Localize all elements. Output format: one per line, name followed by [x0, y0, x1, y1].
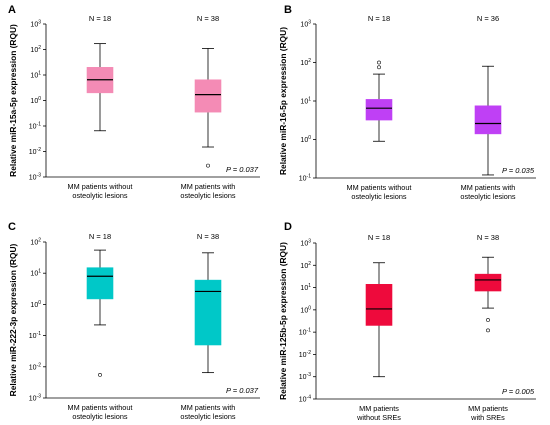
y-tick-label: 100 [300, 305, 311, 314]
chart-panel-d: D Relative miR-125b-5p expression (RQU) 10… [278, 221, 536, 422]
iqr-box [365, 99, 393, 121]
y-tick-label: 10-2 [299, 350, 311, 359]
y-tick-label: 102 [30, 45, 41, 54]
outlier-point [486, 318, 490, 322]
outlier-point [377, 65, 381, 70]
panel-letter: A [8, 4, 16, 16]
category-label: osteolytic lesions [351, 192, 407, 201]
category-label: MM patients with [181, 182, 236, 191]
n-label: N = 18 [89, 14, 111, 23]
y-tick-label: 102 [30, 238, 41, 247]
n-label: N = 36 [477, 14, 499, 23]
category-label: MM patients without [68, 182, 133, 191]
iqr-box [194, 79, 222, 113]
y-tick-label: 100 [30, 300, 41, 309]
y-axis-label: Relative miR-125b-5p expression (RQU) [278, 242, 288, 400]
chart-panel-c: C Relative miR-222-3p expression (RQU) 102… [8, 221, 260, 421]
p-value: P = 0.037 [226, 165, 259, 174]
n-label: N = 38 [197, 14, 219, 23]
y-tick-label: 102 [300, 261, 311, 270]
n-label: N = 38 [477, 233, 499, 242]
y-tick-label: 10-2 [29, 362, 41, 371]
y-tick-label: 100 [300, 135, 311, 144]
category-label: osteolytic lesions [72, 412, 128, 421]
chart-panel-b: B Relative miR-16-5p expression (RQU) 103 1… [278, 4, 536, 201]
category-label: with SREs [470, 413, 505, 422]
y-tick-label: 10-2 [29, 147, 41, 156]
y-tick-label: 10-3 [29, 173, 41, 182]
panel-letter: B [284, 4, 292, 16]
panel-letter: C [8, 221, 16, 233]
category-label: MM patients [359, 404, 399, 413]
y-tick-label: 10-1 [299, 174, 311, 183]
y-tick-label: 10-1 [29, 122, 41, 131]
iqr-box [474, 105, 502, 135]
n-label: N = 18 [368, 233, 390, 242]
category-label: MM patients without [347, 183, 412, 192]
category-label: MM patients without [68, 403, 133, 412]
y-tick-label: 102 [300, 58, 311, 67]
iqr-box [86, 267, 114, 300]
category-label: osteolytic lesions [180, 412, 236, 421]
y-tick-label: 101 [300, 97, 311, 106]
y-tick-label: 10-1 [299, 328, 311, 337]
y-tick-label: 103 [300, 20, 311, 29]
outlier-point [206, 163, 210, 168]
outlier-point [377, 60, 381, 65]
iqr-box [365, 284, 393, 326]
p-value: P = 0.005 [502, 387, 535, 396]
y-tick-label: 10-3 [29, 394, 41, 403]
iqr-box [474, 273, 502, 292]
category-label: osteolytic lesions [460, 192, 516, 201]
p-value: P = 0.037 [226, 386, 259, 395]
y-tick-label: 103 [30, 20, 41, 29]
category-label: MM patients with [181, 403, 236, 412]
y-tick-label: 10-4 [299, 395, 311, 404]
y-tick-label: 10-1 [29, 331, 41, 340]
category-label: MM patients [468, 404, 508, 413]
category-label: osteolytic lesions [180, 191, 236, 200]
n-label: N = 18 [89, 232, 111, 241]
y-tick-label: 101 [300, 283, 311, 292]
y-tick-label: 100 [30, 96, 41, 105]
outlier-point [486, 328, 490, 333]
y-tick-label: 103 [300, 239, 311, 248]
n-label: N = 38 [197, 232, 219, 241]
y-tick-label: 10-3 [299, 372, 311, 381]
category-label: without SREs [356, 413, 401, 422]
category-label: MM patients with [461, 183, 516, 192]
chart-panel-a: A Relative miR-15a-5p expression (RQU) 103… [8, 4, 260, 200]
category-label: osteolytic lesions [72, 191, 128, 200]
y-axis-label: Relative miR-16-5p expression (RQU) [278, 27, 288, 175]
n-label: N = 18 [368, 14, 390, 23]
y-axis-label: Relative miR-15a-5p expression (RQU) [8, 24, 18, 177]
y-axis-label: Relative miR-222-3p expression (RQU) [8, 243, 18, 396]
y-tick-label: 101 [30, 71, 41, 80]
iqr-box [194, 279, 222, 346]
panel-letter: D [284, 221, 292, 233]
p-value: P = 0.035 [502, 166, 535, 175]
y-tick-label: 101 [30, 269, 41, 278]
outlier-point [98, 373, 102, 377]
